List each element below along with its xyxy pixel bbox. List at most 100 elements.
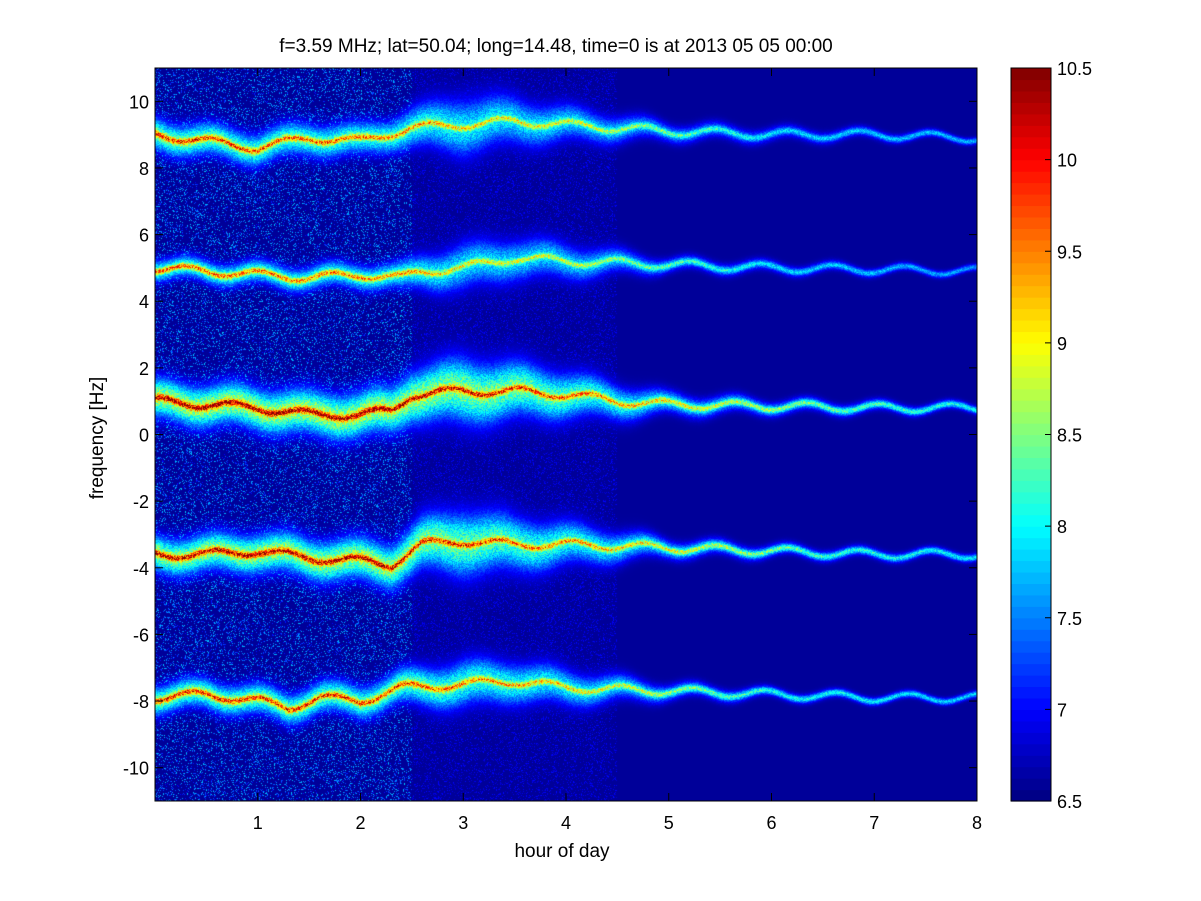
y-tick-label: 8 [139, 159, 149, 179]
y-axis-label: frequency [Hz] [87, 377, 108, 500]
colorbar-tick-label: 8.5 [1057, 426, 1082, 446]
y-tick-label: 6 [139, 226, 149, 246]
colorbar-segment [1011, 228, 1051, 241]
x-axis-ticks: 1 2 3 4 5 6 7 8 [253, 68, 982, 833]
colorbar-segment [1011, 331, 1051, 344]
colorbar-segment [1011, 251, 1051, 264]
colorbar-segment [1011, 675, 1051, 688]
colorbar-segment [1011, 377, 1051, 390]
colorbar-segment [1011, 308, 1051, 321]
y-tick-label: -2 [133, 492, 149, 512]
x-tick-label: 5 [664, 813, 674, 833]
colorbar-segment [1011, 262, 1051, 275]
colorbar-segment [1011, 491, 1051, 504]
colorbar-tick-label: 9 [1057, 334, 1067, 354]
colorbar-segment [1011, 686, 1051, 699]
colorbar-segment [1011, 766, 1051, 779]
colorbar-segment [1011, 514, 1051, 527]
colorbar-segment [1011, 297, 1051, 310]
colorbar-segment [1011, 617, 1051, 630]
colorbar-segment [1011, 549, 1051, 562]
colorbar-segment [1011, 594, 1051, 607]
colorbar-segment [1011, 778, 1051, 791]
colorbar-segment [1011, 216, 1051, 229]
colorbar-tick-label: 7.5 [1057, 609, 1082, 629]
colorbar-segment [1011, 68, 1051, 81]
y-tick-label: -8 [133, 692, 149, 712]
colorbar-segment [1011, 274, 1051, 287]
colorbar-segment [1011, 400, 1051, 413]
colorbar-segment [1011, 182, 1051, 195]
colorbar-segment [1011, 480, 1051, 493]
colorbar-segment [1011, 411, 1051, 424]
colorbar-segment [1011, 136, 1051, 149]
x-tick-label: 8 [972, 813, 982, 833]
colorbar-segment [1011, 285, 1051, 298]
y-tick-label: 4 [139, 292, 149, 312]
colorbar-segment [1011, 606, 1051, 619]
colorbar-segment [1011, 148, 1051, 161]
spectrogram-heatmap [155, 68, 977, 801]
colorbar-segment [1011, 239, 1051, 252]
colorbar-segment [1011, 79, 1051, 92]
colorbar-segment [1011, 388, 1051, 401]
colorbar-ticks: 6.5 7 7.5 8 8.5 9 9.5 10 10.5 [1045, 59, 1092, 812]
colorbar-segment [1011, 652, 1051, 665]
chart-title: f=3.59 MHz; lat=50.04; long=14.48, time=… [279, 36, 833, 57]
colorbar-segment [1011, 629, 1051, 642]
colorbar-segment [1011, 663, 1051, 676]
colorbar-tick-label: 6.5 [1057, 792, 1082, 812]
x-tick-label: 6 [766, 813, 776, 833]
colorbar-segment [1011, 755, 1051, 768]
colorbar-segment [1011, 171, 1051, 184]
colorbar-segment [1011, 789, 1051, 802]
colorbar-segment [1011, 583, 1051, 596]
colorbar-gradient [1011, 68, 1051, 802]
colorbar-tick-label: 10 [1057, 151, 1077, 171]
x-tick-label: 7 [869, 813, 879, 833]
x-tick-label: 3 [458, 813, 468, 833]
colorbar-segment [1011, 90, 1051, 103]
colorbar-tick-label: 7 [1057, 700, 1067, 720]
colorbar-segment [1011, 342, 1051, 355]
colorbar-segment [1011, 159, 1051, 172]
spectrogram-plot-area [154, 67, 978, 802]
y-tick-label: 2 [139, 359, 149, 379]
colorbar-segment [1011, 503, 1051, 516]
y-tick-label: -4 [133, 559, 149, 579]
colorbar-segment [1011, 640, 1051, 653]
colorbar-segment [1011, 537, 1051, 550]
colorbar-tick-label: 8 [1057, 517, 1067, 537]
colorbar-segment [1011, 445, 1051, 459]
colorbar-segment [1011, 193, 1051, 207]
colorbar-segment [1011, 365, 1051, 378]
colorbar-segment [1011, 205, 1051, 218]
y-axis-ticks: -10 -8 -6 -4 -2 0 2 4 6 8 10 [123, 92, 977, 779]
colorbar-segment [1011, 319, 1051, 333]
colorbar-segment [1011, 434, 1051, 447]
colorbar-segment [1011, 697, 1051, 710]
colorbar-segment [1011, 571, 1051, 584]
colorbar-segment [1011, 102, 1051, 115]
x-tick-label: 2 [355, 813, 365, 833]
colorbar-tick-label: 9.5 [1057, 242, 1082, 262]
y-tick-label: -10 [123, 759, 149, 779]
y-tick-label: 10 [129, 92, 149, 112]
colorbar-segment [1011, 720, 1051, 733]
colorbar-segment [1011, 423, 1051, 436]
colorbar-segment [1011, 125, 1051, 138]
colorbar-segment [1011, 468, 1051, 481]
colorbar-tick-label: 10.5 [1057, 59, 1092, 79]
x-tick-label: 4 [561, 813, 571, 833]
y-tick-label: -6 [133, 625, 149, 645]
colorbar-segment [1011, 743, 1051, 756]
colorbar-segment [1011, 526, 1051, 539]
x-tick-label: 1 [253, 813, 263, 833]
colorbar-segment [1011, 709, 1051, 722]
y-tick-label: 0 [139, 426, 149, 446]
colorbar-segment [1011, 113, 1051, 126]
colorbar-segment [1011, 457, 1051, 470]
colorbar: 6.5 7 7.5 8 8.5 9 9.5 10 10.5 [1010, 59, 1092, 812]
colorbar-segment [1011, 560, 1051, 573]
